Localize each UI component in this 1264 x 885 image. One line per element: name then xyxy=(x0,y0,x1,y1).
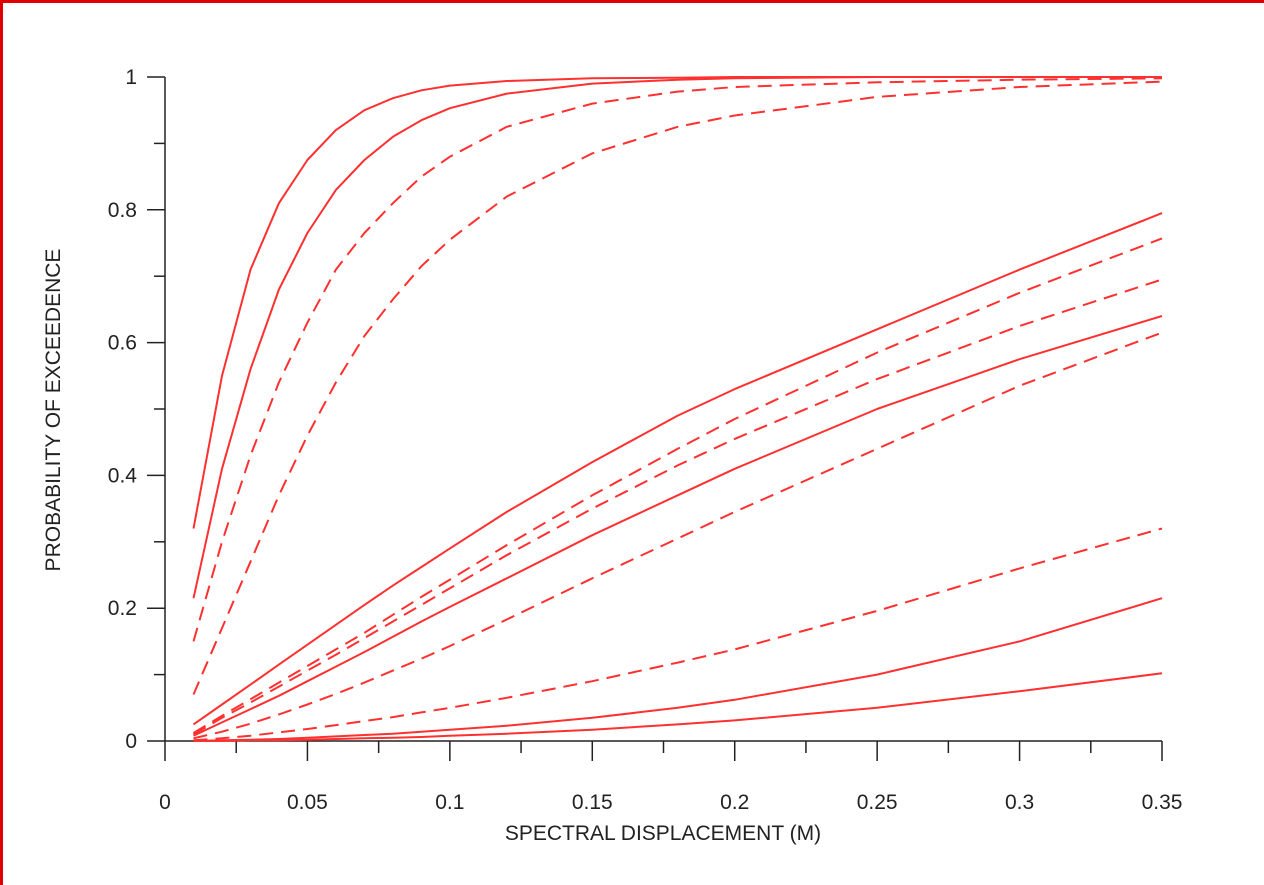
axes: 0 0.2 0.4 0.6 0.8 1 0 0.05 0.1 0.15 0.2 0.25 0.3 0.35 xyxy=(108,66,1183,814)
x-tick-label: 0.1 xyxy=(435,791,464,814)
x-tick-label: 0 xyxy=(159,791,171,814)
x-tick-label: 0.25 xyxy=(857,791,898,814)
x-axis-label: SPECTRAL DISPLACEMENT (M) xyxy=(505,822,821,845)
series-line-8 xyxy=(193,315,1163,737)
series-line-1 xyxy=(192,76,1162,529)
y-tick-label: 0 xyxy=(125,730,137,753)
series-line-7 xyxy=(192,278,1163,736)
y-tick-label: 0.2 xyxy=(108,597,137,620)
series-line-9 xyxy=(193,331,1163,740)
series-line-10 xyxy=(193,527,1163,742)
x-tick-label: 0.15 xyxy=(572,791,613,814)
series-line-2 xyxy=(192,76,1162,599)
x-tick-label: 0.05 xyxy=(287,791,328,814)
y-tick-label: 0.4 xyxy=(108,464,138,487)
y-tick-label: 0.8 xyxy=(108,199,137,222)
series-line-11 xyxy=(193,597,1163,742)
series-line-5 xyxy=(192,212,1163,726)
x-tick-label: 0.3 xyxy=(1005,791,1034,814)
x-tick-label: 0.35 xyxy=(1142,791,1183,814)
y-axis-label: PROBABILITY OF EXCEEDENCE xyxy=(42,249,65,572)
series-layer xyxy=(192,76,1163,742)
y-tick-label: 0.6 xyxy=(108,332,137,355)
series-line-6 xyxy=(192,237,1163,734)
series-line-12 xyxy=(193,672,1163,742)
series-line-3 xyxy=(192,77,1163,642)
y-tick-label: 1 xyxy=(125,66,137,89)
series-line-4 xyxy=(192,80,1163,695)
x-tick-label: 0.2 xyxy=(720,791,749,814)
